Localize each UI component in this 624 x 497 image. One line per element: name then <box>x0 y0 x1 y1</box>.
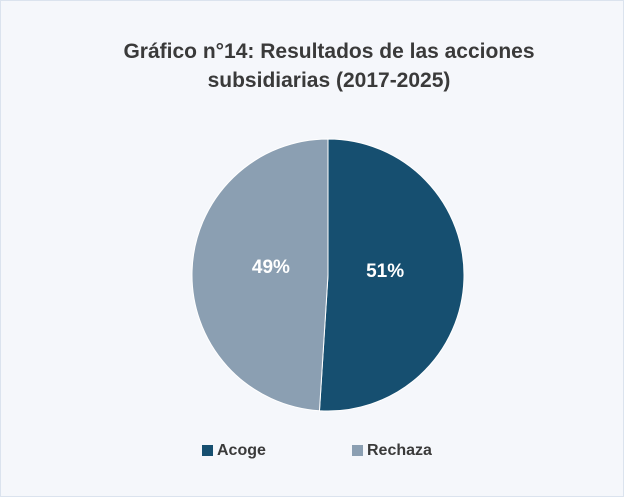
chart-title: Gráfico n°14: Resultados de las acciones… <box>123 40 535 92</box>
legend-label: Rechaza <box>367 442 432 459</box>
legend-swatch <box>202 445 213 456</box>
data-label: 49% <box>252 257 290 278</box>
data-label: 51% <box>366 261 404 282</box>
legend-swatch <box>352 445 363 456</box>
legend-label: Acoge <box>217 442 266 459</box>
pie-slice <box>318 138 465 412</box>
pie-slice <box>191 138 329 412</box>
